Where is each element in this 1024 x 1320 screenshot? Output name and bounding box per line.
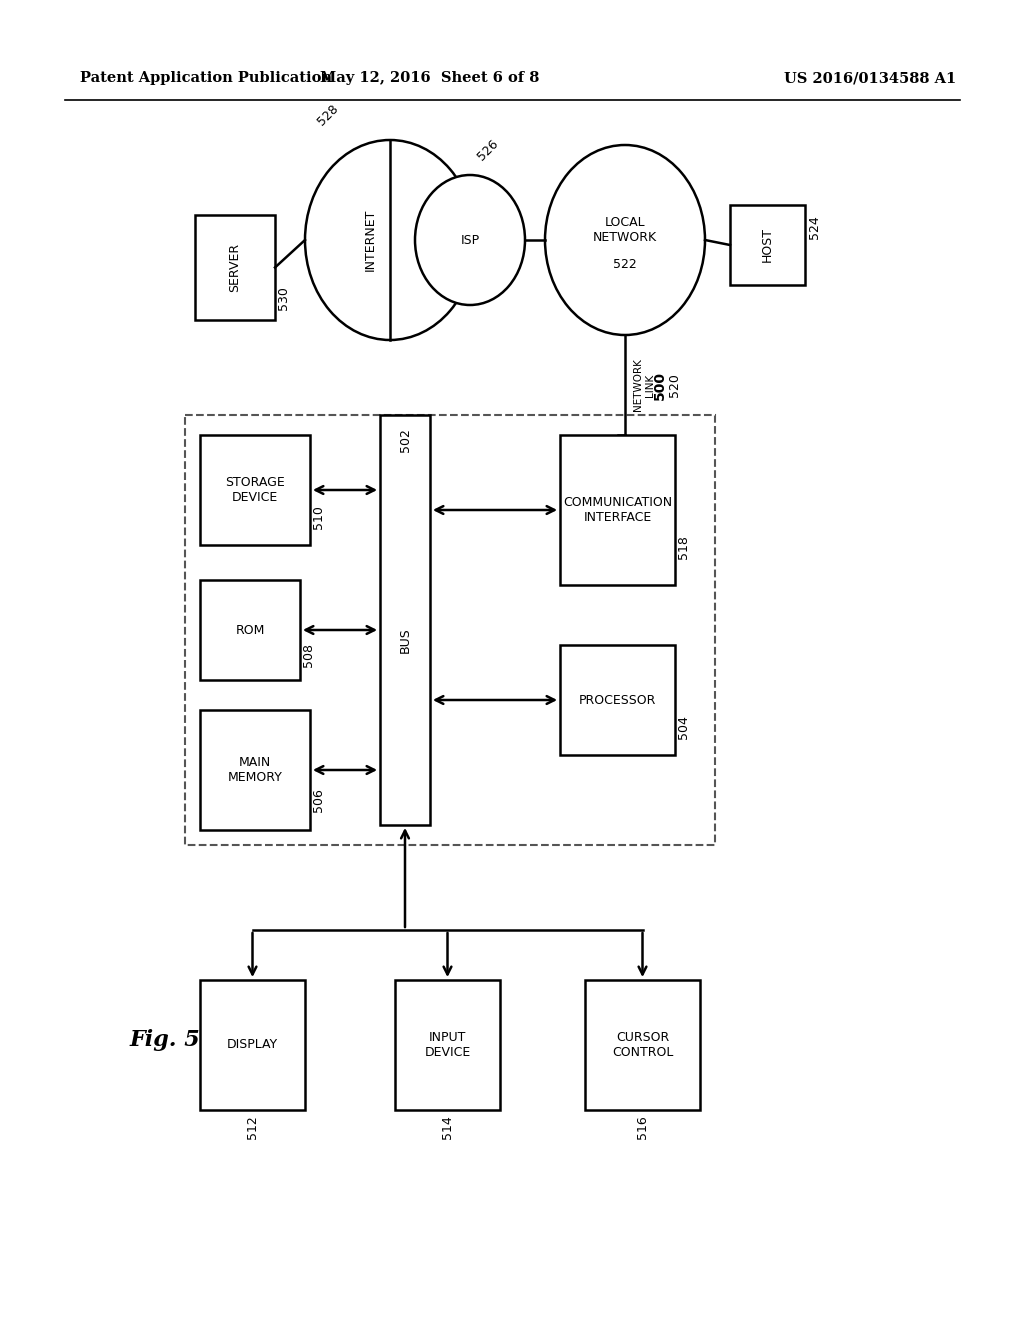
Text: 506: 506 <box>312 788 325 812</box>
Bar <box>585 979 700 1110</box>
Text: PROCESSOR: PROCESSOR <box>579 693 656 706</box>
Text: HOST: HOST <box>761 227 774 263</box>
Bar <box>200 436 310 545</box>
Text: 510: 510 <box>312 506 325 529</box>
Bar <box>185 414 715 845</box>
Text: 520: 520 <box>668 374 681 397</box>
Bar <box>195 215 275 319</box>
Bar <box>200 710 310 830</box>
Bar <box>395 979 500 1110</box>
Text: 502: 502 <box>398 428 412 451</box>
Text: Patent Application Publication: Patent Application Publication <box>80 71 332 84</box>
Text: 516: 516 <box>636 1115 649 1139</box>
Text: 526: 526 <box>475 137 501 162</box>
Text: ROM: ROM <box>236 623 264 636</box>
Text: 518: 518 <box>677 536 690 560</box>
Ellipse shape <box>415 176 525 305</box>
Text: MAIN
MEMORY: MAIN MEMORY <box>227 756 283 784</box>
Text: 500: 500 <box>653 371 667 400</box>
Text: 530: 530 <box>278 286 290 310</box>
Text: 514: 514 <box>441 1115 454 1139</box>
Bar <box>200 979 305 1110</box>
Bar <box>730 205 805 285</box>
Text: INPUT
DEVICE: INPUT DEVICE <box>424 1031 471 1059</box>
Text: BUS: BUS <box>398 627 412 653</box>
Text: Fig. 5: Fig. 5 <box>130 1030 201 1051</box>
Text: 512: 512 <box>246 1115 259 1139</box>
Text: CURSOR
CONTROL: CURSOR CONTROL <box>611 1031 673 1059</box>
Text: 524: 524 <box>808 215 821 239</box>
Text: NETWORK
LINK: NETWORK LINK <box>633 359 654 412</box>
Bar <box>560 645 675 755</box>
Text: 508: 508 <box>302 643 315 667</box>
Bar <box>200 579 300 680</box>
Text: 528: 528 <box>315 102 341 128</box>
Text: STORAGE
DEVICE: STORAGE DEVICE <box>225 477 285 504</box>
Text: May 12, 2016  Sheet 6 of 8: May 12, 2016 Sheet 6 of 8 <box>321 71 540 84</box>
Text: LOCAL
NETWORK: LOCAL NETWORK <box>593 216 657 244</box>
Bar <box>380 414 430 825</box>
Ellipse shape <box>305 140 475 341</box>
Text: US 2016/0134588 A1: US 2016/0134588 A1 <box>784 71 956 84</box>
Text: 522: 522 <box>613 259 637 272</box>
Text: INTERNET: INTERNET <box>364 209 377 271</box>
Text: ISP: ISP <box>461 234 479 247</box>
Bar <box>560 436 675 585</box>
Text: COMMUNICATION
INTERFACE: COMMUNICATION INTERFACE <box>563 496 672 524</box>
Text: SERVER: SERVER <box>228 243 242 292</box>
Text: DISPLAY: DISPLAY <box>227 1039 279 1052</box>
Text: 504: 504 <box>677 715 690 739</box>
Ellipse shape <box>545 145 705 335</box>
